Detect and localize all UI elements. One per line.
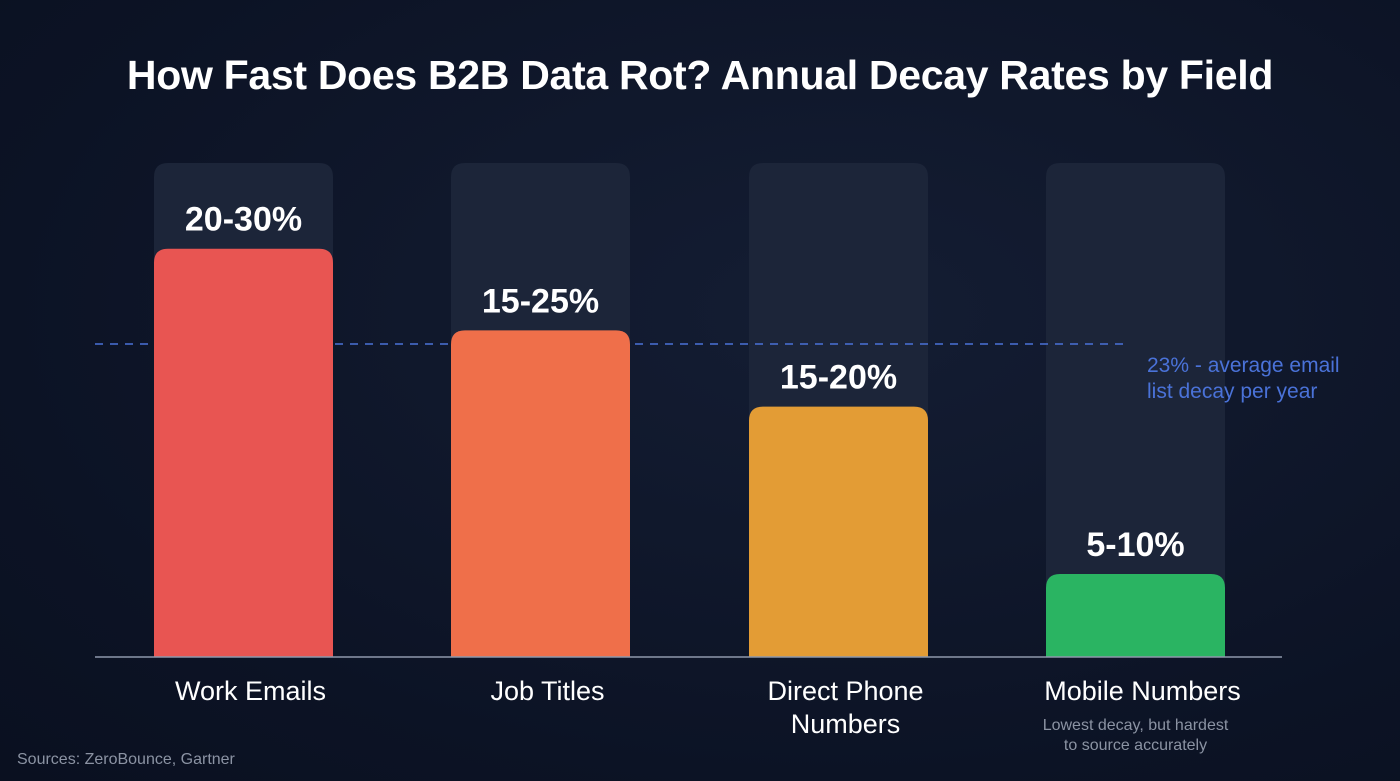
category-label: Work Emails bbox=[175, 676, 326, 706]
category-label: Mobile Numbers bbox=[1044, 676, 1241, 706]
bar-track bbox=[1046, 163, 1225, 657]
category-label: Direct Phone bbox=[767, 676, 923, 706]
reference-line-label: list decay per year bbox=[1147, 380, 1317, 403]
data-label: 5-10% bbox=[1086, 526, 1184, 564]
bar-work-emails bbox=[154, 248, 333, 657]
bar-direct-phone-numbers bbox=[749, 406, 928, 657]
source-note: Sources: ZeroBounce, Gartner bbox=[17, 751, 235, 768]
reference-line-label: 23% - average email bbox=[1147, 354, 1340, 377]
bar-mobile-numbers bbox=[1046, 573, 1225, 657]
category-note: to source accurately bbox=[1064, 737, 1207, 754]
bar-job-titles bbox=[451, 330, 630, 657]
data-label: 15-20% bbox=[780, 359, 897, 397]
data-label: 15-25% bbox=[482, 282, 599, 320]
category-label: Numbers bbox=[791, 709, 901, 739]
category-label: Job Titles bbox=[490, 676, 604, 706]
chart-title: How Fast Does B2B Data Rot? Annual Decay… bbox=[126, 52, 1274, 98]
category-note: Lowest decay, but hardest bbox=[1043, 717, 1229, 734]
data-label: 20-30% bbox=[185, 201, 302, 239]
